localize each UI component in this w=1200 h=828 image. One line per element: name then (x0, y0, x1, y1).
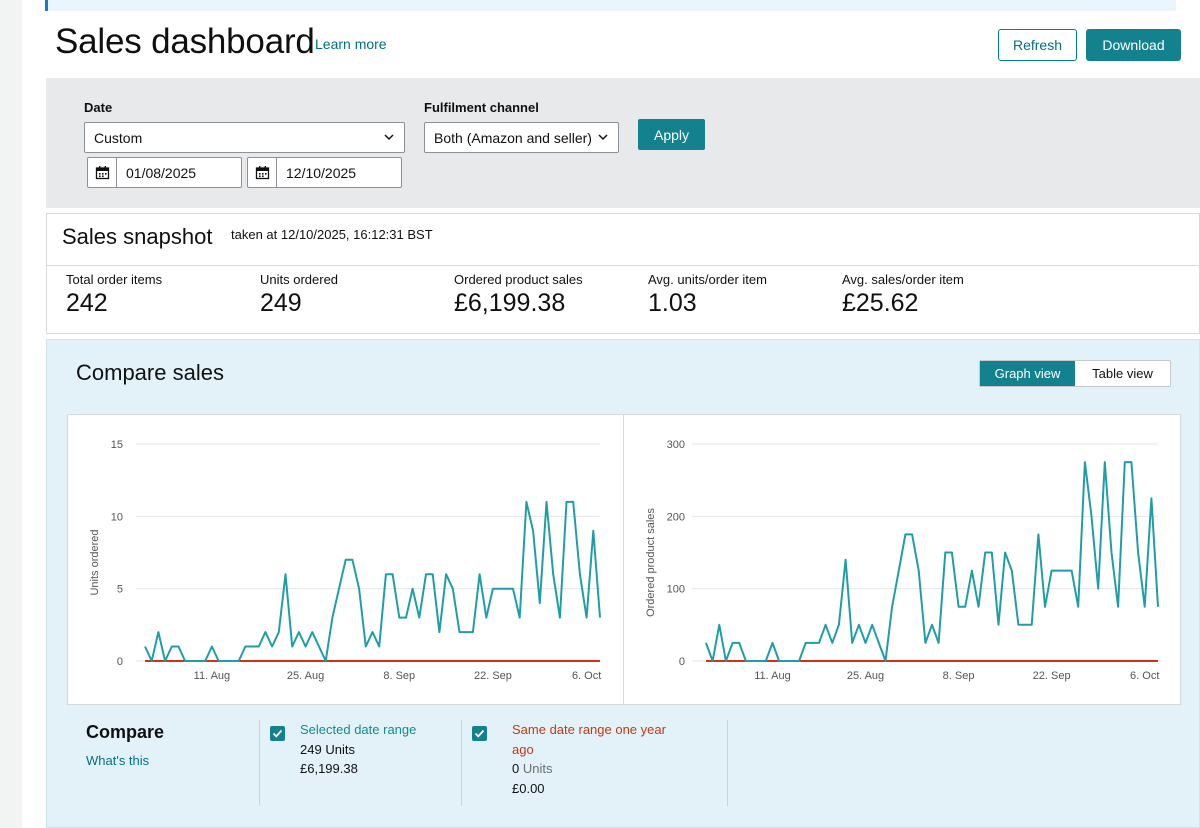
x-tick-label: 8. Sep (943, 670, 975, 682)
selected-range-checkbox[interactable] (270, 726, 285, 741)
compare-label: Compare (86, 722, 165, 742)
selected-sales-value: £6,199.38 (300, 761, 358, 776)
view-toggle: Graph view Table view (979, 360, 1171, 387)
snapshot-timestamp: taken at 12/10/2025, 16:12:31 BST (231, 227, 433, 242)
metric-avg-sales-order-item: Avg. sales/order item £25.62 (842, 272, 964, 318)
fulfilment-channel-value: Both (Amazon and seller) (434, 129, 592, 146)
x-tick-label: 25. Aug (287, 670, 324, 682)
y-axis-label: Ordered product sales (645, 508, 657, 617)
date-range-value: Custom (94, 129, 143, 146)
calendar-icon[interactable] (88, 158, 117, 187)
y-tick-label: 10 (111, 511, 123, 523)
series-line-selected-range (705, 461, 1159, 662)
ordered-product-sales-chart: 0 100 200 300 11. Aug 25. Aug 8. Sep 22. Sep 6. … (645, 439, 1159, 682)
legend-divider (259, 720, 260, 806)
x-tick-label: 22. Sep (474, 670, 512, 682)
previous-units-value: 0 (512, 761, 520, 776)
metric-value: £6,199.38 (454, 289, 566, 317)
x-tick-label: 11. Aug (754, 670, 791, 682)
y-tick-label: 5 (117, 584, 123, 596)
chevron-down-icon (384, 134, 394, 141)
date-label: Date (84, 100, 113, 115)
selected-range-legend: Selected date range 249 Units £6,199.38 (300, 720, 416, 779)
metric-label: Units ordered (260, 272, 339, 287)
snapshot-title: Sales snapshot (62, 224, 213, 249)
metric-label: Avg. sales/order item (842, 272, 964, 287)
end-date-value: 12/10/2025 (286, 164, 357, 181)
x-tick-label: 6. Oct (572, 670, 601, 682)
y-tick-label: 300 (667, 439, 685, 451)
metric-label: Ordered product sales (454, 272, 583, 287)
selected-range-title: Selected date range (300, 722, 417, 737)
y-tick-label: 0 (679, 656, 685, 668)
charts-container: 0 5 10 15 11. Aug 25. Aug 8. Sep 22. Sep 6. Oct U… (67, 414, 1181, 705)
previous-units-word: Units (522, 761, 553, 776)
legend-divider (727, 720, 728, 806)
apply-button[interactable]: Apply (638, 119, 705, 150)
selected-units-word: Units (325, 741, 355, 757)
sales-snapshot-panel: Sales snapshot taken at 12/10/2025, 16:1… (46, 213, 1200, 334)
y-axis-label: Units ordered (89, 529, 101, 595)
info-banner-edge (45, 0, 1176, 11)
y-tick-label: 100 (667, 584, 685, 596)
units-ordered-chart: 0 5 10 15 11. Aug 25. Aug 8. Sep 22. Sep 6. Oct U… (89, 439, 601, 682)
compare-sales-title: Compare sales (76, 360, 224, 385)
whats-this-link[interactable]: What's this (86, 753, 150, 768)
metric-total-order-items: Total order items 242 (66, 272, 162, 318)
learn-more-link[interactable]: Learn more (315, 36, 387, 52)
x-tick-label: 8. Sep (383, 670, 415, 682)
download-button[interactable]: Download (1086, 29, 1181, 61)
x-tick-label: 25. Aug (847, 670, 884, 682)
y-tick-label: 0 (117, 656, 123, 668)
page-title: Sales dashboard (55, 22, 315, 61)
legend-divider (461, 720, 462, 806)
calendar-icon[interactable] (248, 158, 277, 187)
selected-units-value: 249 (300, 741, 322, 757)
checkmark-icon (474, 729, 485, 738)
metric-value: £25.62 (842, 289, 919, 317)
previous-sales-value: £0.00 (512, 780, 545, 796)
compare-sales-panel: Compare sales Graph view Table view 0 5 10… (46, 339, 1200, 828)
metric-label: Total order items (66, 272, 163, 287)
start-date-field[interactable]: 01/08/2025 (87, 157, 242, 188)
fulfilment-channel-select[interactable]: Both (Amazon and seller) (424, 122, 619, 153)
fulfilment-channel-label: Fulfilment channel (424, 100, 539, 115)
y-tick-label: 15 (111, 439, 123, 451)
table-view-button[interactable]: Table view (1092, 366, 1153, 381)
previous-year-legend: Same date range one year ago 0 Units £0.… (512, 720, 666, 798)
x-tick-label: 6. Oct (1130, 670, 1159, 682)
chart-divider (623, 415, 624, 704)
graph-view-button[interactable]: Graph view (980, 361, 1075, 386)
end-date-field[interactable]: 12/10/2025 (247, 157, 402, 188)
previous-year-title-line1: Same date range one year (512, 722, 666, 737)
metric-label: Avg. units/order item (648, 272, 767, 287)
metric-avg-units-order-item: Avg. units/order item 1.03 (648, 272, 767, 318)
previous-year-title-line2: ago (512, 741, 534, 757)
x-tick-label: 11. Aug (194, 670, 231, 682)
metric-value: 249 (260, 289, 302, 317)
left-sidebar-strip (0, 0, 22, 828)
checkmark-icon (272, 729, 283, 738)
refresh-button[interactable]: Refresh (998, 29, 1077, 61)
y-tick-label: 200 (667, 511, 685, 523)
chevron-down-icon (598, 134, 608, 141)
metric-value: 242 (66, 289, 108, 317)
x-tick-label: 22. Sep (1033, 670, 1071, 682)
previous-year-checkbox[interactable] (472, 726, 487, 741)
metric-ordered-product-sales: Ordered product sales £6,199.38 (454, 272, 583, 318)
start-date-value: 01/08/2025 (126, 164, 197, 181)
metric-value: 1.03 (648, 289, 697, 317)
series-line-selected-range (144, 500, 601, 662)
metric-units-ordered: Units ordered 249 (260, 272, 338, 318)
snapshot-header: Sales snapshot taken at 12/10/2025, 16:1… (47, 214, 1199, 266)
date-range-select[interactable]: Custom (84, 122, 405, 153)
